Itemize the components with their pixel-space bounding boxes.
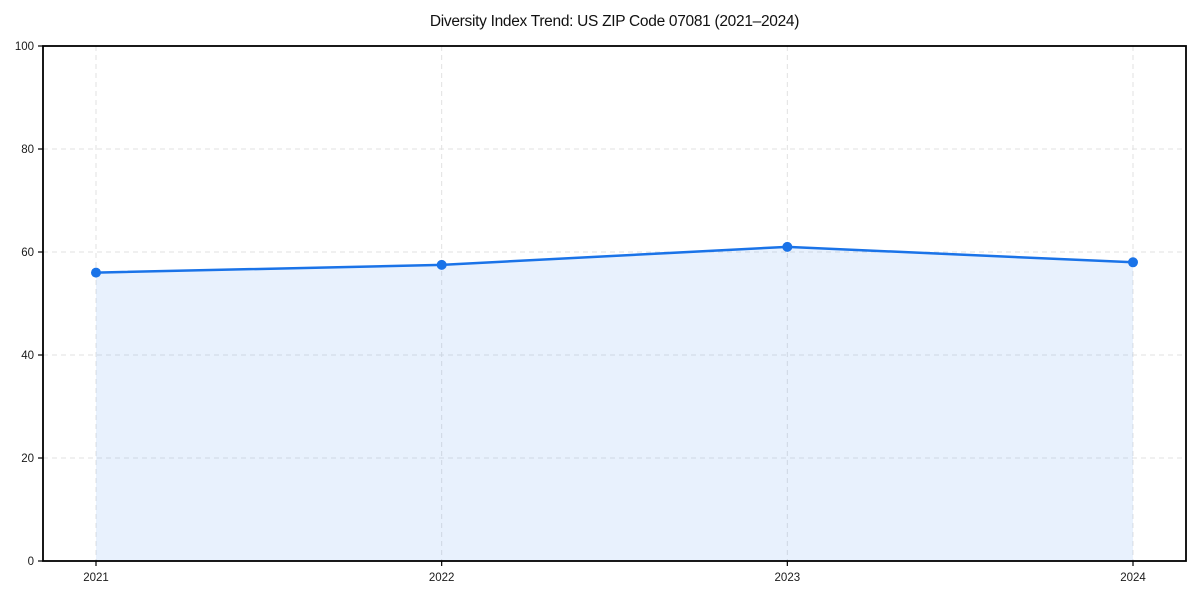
plot-border [42,45,1187,562]
y-tick-label: 80 [21,144,34,156]
y-tick-label: 40 [21,350,34,362]
data-point-2021 [91,267,101,278]
x-tick-label: 2024 [1120,572,1146,584]
x-tick-label: 2023 [775,572,801,584]
data-point-2023 [782,241,793,252]
y-tick-label: 0 [28,556,34,568]
chart-title: Diversity Index Trend: US ZIP Code 07081… [429,13,800,30]
y-tick-label: 100 [15,41,34,53]
area-fill [96,246,1133,561]
x-tick-label: 2021 [83,572,109,584]
data-point-2022 [436,259,447,270]
data-point-2024 [1128,257,1138,268]
y-tick-label: 20 [21,453,34,465]
trend-line [94,245,1135,274]
x-tick-label: 2022 [429,572,455,584]
y-tick-label: 60 [21,247,34,259]
